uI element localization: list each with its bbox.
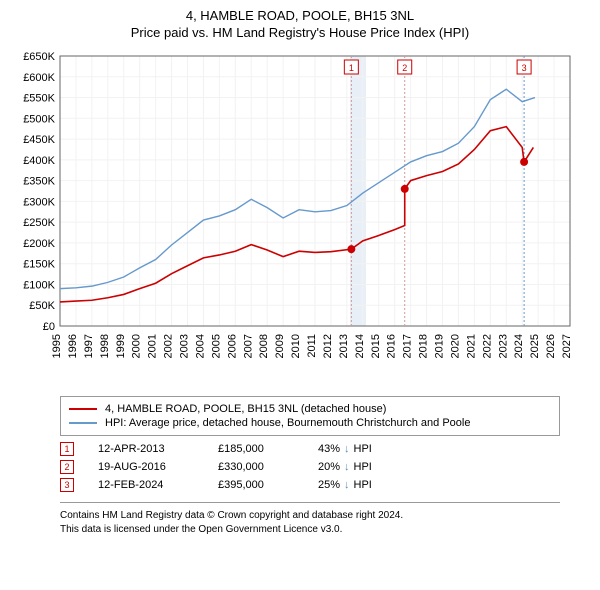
legend-label: 4, HAMBLE ROAD, POOLE, BH15 3NL (detache…: [105, 403, 386, 415]
arrow-down-icon: ↓: [344, 443, 350, 455]
legend-row: HPI: Average price, detached house, Bour…: [69, 417, 551, 429]
title-block: 4, HAMBLE ROAD, POOLE, BH15 3NL Price pa…: [10, 8, 590, 40]
x-tick-label: 2011: [306, 334, 318, 358]
x-tick-label: 2014: [354, 334, 366, 358]
chart-subtitle: Price paid vs. HM Land Registry's House …: [10, 25, 590, 40]
y-tick-label: £0: [43, 321, 55, 333]
x-tick-label: 2017: [402, 334, 414, 358]
chart-title: 4, HAMBLE ROAD, POOLE, BH15 3NL: [10, 8, 590, 23]
event-delta: 20% ↓ HPI: [318, 461, 372, 473]
x-tick-label: 2018: [418, 334, 430, 358]
y-tick-label: £650K: [23, 51, 55, 63]
y-tick-label: £50K: [29, 300, 55, 312]
sale-marker-num: 2: [402, 63, 407, 73]
chart-container: 4, HAMBLE ROAD, POOLE, BH15 3NL Price pa…: [0, 0, 600, 545]
copyright-line2: This data is licensed under the Open Gov…: [60, 523, 560, 537]
chart-plot: £0 £50K £100K £150K £200K £250K £300K £350K £400…: [10, 46, 590, 386]
event-date: 19-AUG-2016: [98, 461, 218, 473]
x-tick-label: 2003: [179, 334, 191, 358]
sale-point: [347, 245, 355, 253]
x-tick-label: 1995: [51, 334, 63, 358]
y-tick-label: £300K: [23, 196, 55, 208]
event-date: 12-FEB-2024: [98, 479, 218, 491]
x-tick-label: 1997: [83, 334, 95, 358]
event-delta: 25% ↓ HPI: [318, 479, 372, 491]
y-tick-label: £350K: [23, 176, 55, 188]
y-tick-label: £100K: [23, 279, 55, 291]
legend-label: HPI: Average price, detached house, Bour…: [105, 417, 470, 429]
event-price: £395,000: [218, 479, 318, 491]
y-tick-label: £250K: [23, 217, 55, 229]
legend: 4, HAMBLE ROAD, POOLE, BH15 3NL (detache…: [60, 396, 560, 436]
legend-swatch: [69, 408, 97, 410]
x-tick-label: 2013: [338, 334, 350, 358]
x-tick-label: 2019: [434, 334, 446, 358]
x-tick-label: 2022: [481, 334, 493, 358]
delta-ref: HPI: [354, 479, 372, 491]
y-tick-label: £200K: [23, 238, 55, 250]
x-tick-label: 2001: [147, 334, 159, 358]
event-price: £185,000: [218, 443, 318, 455]
x-tick-label: 2005: [210, 334, 222, 358]
series-price_paid: [60, 127, 533, 302]
x-tick-label: 1998: [99, 334, 111, 358]
x-tick-label: 2016: [386, 334, 398, 358]
x-tick-label: 2021: [465, 334, 477, 358]
highlight-band: [350, 56, 366, 326]
arrow-down-icon: ↓: [344, 461, 350, 473]
y-tick-label: £550K: [23, 93, 55, 105]
y-tick-label: £150K: [23, 259, 55, 271]
event-date: 12-APR-2013: [98, 443, 218, 455]
event-row: 2 19-AUG-2016£330,00020% ↓ HPI: [60, 460, 560, 474]
x-tick-label: 2000: [131, 334, 143, 358]
x-tick-label: 2026: [545, 334, 557, 358]
x-tick-label: 2006: [226, 334, 238, 358]
series-hpi: [60, 89, 535, 288]
sale-point: [401, 185, 409, 193]
x-tick-label: 2012: [322, 334, 334, 358]
chart-svg: £0 £50K £100K £150K £200K £250K £300K £350K £400…: [10, 46, 590, 386]
y-tick-label: £400K: [23, 155, 55, 167]
event-marker: 1: [60, 442, 74, 456]
event-delta: 43% ↓ HPI: [318, 443, 372, 455]
sale-marker-num: 1: [349, 63, 354, 73]
delta-pct: 20%: [318, 461, 340, 473]
events-table: 1 12-APR-2013£185,00043% ↓ HPI 2 19-AUG-201…: [60, 442, 560, 503]
y-tick-label: £450K: [23, 134, 55, 146]
legend-row: 4, HAMBLE ROAD, POOLE, BH15 3NL (detache…: [69, 403, 551, 415]
x-tick-label: 2009: [274, 334, 286, 358]
delta-pct: 25%: [318, 479, 340, 491]
x-tick-label: 2002: [163, 334, 175, 358]
x-tick-label: 2010: [290, 334, 302, 358]
x-tick-label: 2007: [242, 334, 254, 358]
event-row: 1 12-APR-2013£185,00043% ↓ HPI: [60, 442, 560, 456]
copyright: Contains HM Land Registry data © Crown c…: [60, 509, 560, 537]
x-tick-label: 2004: [194, 334, 206, 358]
y-tick-label: £500K: [23, 113, 55, 125]
delta-ref: HPI: [354, 443, 372, 455]
event-marker: 2: [60, 460, 74, 474]
event-price: £330,000: [218, 461, 318, 473]
x-tick-label: 2023: [497, 334, 509, 358]
x-tick-label: 2015: [370, 334, 382, 358]
event-marker: 3: [60, 478, 74, 492]
x-tick-label: 2020: [449, 334, 461, 358]
x-tick-label: 2025: [529, 334, 541, 358]
legend-swatch: [69, 422, 97, 424]
event-row: 3 12-FEB-2024£395,00025% ↓ HPI: [60, 478, 560, 492]
copyright-line1: Contains HM Land Registry data © Crown c…: [60, 509, 560, 523]
x-tick-label: 2027: [561, 334, 573, 358]
delta-pct: 43%: [318, 443, 340, 455]
x-tick-label: 2008: [258, 334, 270, 358]
delta-ref: HPI: [354, 461, 372, 473]
sale-marker-num: 3: [522, 63, 527, 73]
y-tick-label: £600K: [23, 72, 55, 84]
arrow-down-icon: ↓: [344, 479, 350, 491]
x-tick-label: 1999: [115, 334, 127, 358]
sale-point: [520, 158, 528, 166]
x-tick-label: 2024: [513, 334, 525, 358]
x-tick-label: 1996: [67, 334, 79, 358]
